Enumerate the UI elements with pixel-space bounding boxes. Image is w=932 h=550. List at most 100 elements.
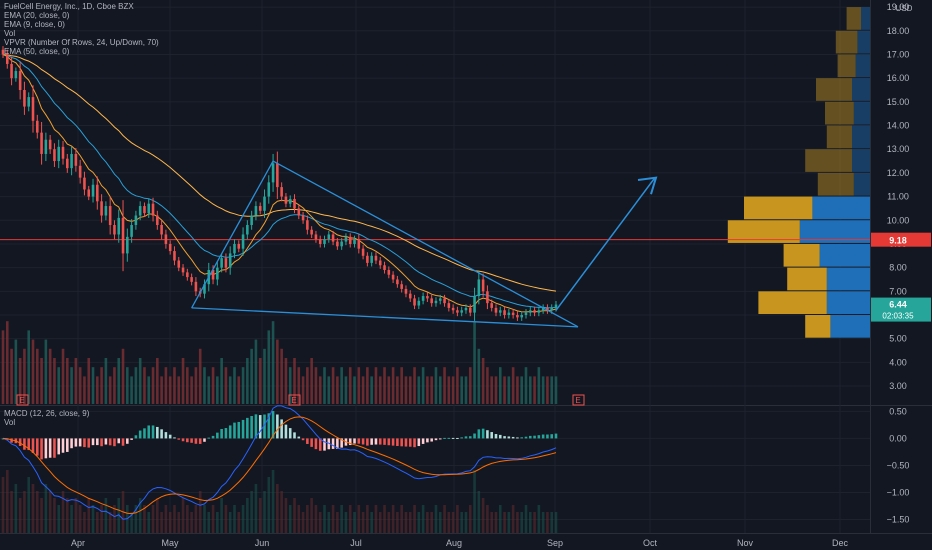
candle-body bbox=[48, 139, 52, 150]
macd-histogram-bar bbox=[78, 438, 82, 447]
macd-histogram-bar bbox=[216, 432, 219, 439]
candle-body bbox=[23, 90, 26, 107]
trendlines[interactable] bbox=[191, 160, 658, 328]
macd-volume-bar bbox=[318, 512, 322, 533]
candle-body bbox=[520, 315, 523, 318]
vpvr-down-row bbox=[835, 30, 858, 54]
candle-body bbox=[421, 296, 425, 301]
volume-bar bbox=[246, 358, 249, 404]
candle-body bbox=[241, 234, 245, 249]
macd-histogram-bar bbox=[528, 435, 532, 439]
volume-bar bbox=[331, 367, 335, 404]
volume-bar bbox=[306, 367, 309, 404]
candle-body bbox=[271, 163, 275, 183]
candle-body bbox=[138, 206, 142, 216]
volume-bar bbox=[310, 358, 313, 404]
vpvr-up-row bbox=[857, 30, 870, 54]
macd-histogram-bar bbox=[258, 415, 262, 439]
volume-bar bbox=[164, 367, 168, 404]
volume-bar bbox=[254, 339, 258, 404]
legend-ema9[interactable]: EMA (9, close, 0) bbox=[4, 20, 65, 29]
macd-histogram-bar bbox=[143, 428, 146, 439]
macd-histogram-bar bbox=[421, 438, 425, 444]
legend-ema50[interactable]: EMA (50, close, 0) bbox=[4, 47, 70, 56]
macd-volume-bar bbox=[554, 512, 558, 533]
macd-volume-bar bbox=[426, 512, 429, 533]
candle-body bbox=[27, 97, 31, 107]
macd-histogram-bar bbox=[190, 438, 193, 443]
macd-histogram-bar bbox=[280, 419, 283, 439]
volume-bar bbox=[87, 358, 91, 404]
time-axis-border bbox=[0, 533, 932, 534]
macd-volume-bar bbox=[494, 512, 498, 533]
candle-body bbox=[533, 310, 536, 313]
macd-volume-bar bbox=[481, 498, 485, 533]
candle-body bbox=[387, 270, 391, 275]
candle-body bbox=[370, 255, 373, 263]
macd-histogram-bar bbox=[460, 437, 463, 439]
macd-histogram-bar bbox=[297, 436, 301, 439]
legend-macd-vol[interactable]: Vol bbox=[4, 418, 16, 427]
macd-histogram-bar bbox=[323, 438, 326, 451]
legend-ema20[interactable]: EMA (20, close, 0) bbox=[4, 11, 70, 20]
candle-body bbox=[250, 215, 253, 225]
volume-bar bbox=[27, 330, 31, 404]
volume-bar bbox=[486, 367, 489, 404]
macd-histogram-bar bbox=[516, 437, 519, 439]
volume-bar bbox=[383, 367, 386, 404]
macd-volume-bar bbox=[477, 491, 481, 533]
macd-histogram-bar bbox=[241, 419, 245, 439]
volume-bar bbox=[181, 358, 185, 404]
candle-body bbox=[400, 284, 403, 289]
vpvr-down-row bbox=[817, 172, 854, 196]
macd-volume-bar bbox=[198, 491, 202, 533]
candle-body bbox=[186, 272, 189, 278]
candle-body bbox=[147, 203, 151, 214]
earnings-marker-box bbox=[288, 394, 301, 406]
volume-bar bbox=[460, 376, 463, 404]
volume-bar bbox=[443, 367, 446, 404]
volume-bar bbox=[156, 358, 159, 404]
volume-bar bbox=[1, 330, 5, 404]
volume-bar bbox=[6, 321, 9, 404]
volume-bar bbox=[138, 358, 142, 404]
volume-bar bbox=[473, 321, 476, 404]
volume-bar bbox=[147, 376, 151, 404]
macd-histogram-bar bbox=[48, 438, 52, 458]
macd-histogram-bar bbox=[447, 437, 451, 439]
macd-volume-bar bbox=[468, 505, 472, 533]
legend-macd[interactable]: MACD (12, 26, close, 9) bbox=[4, 409, 90, 418]
price-tick-label: 11.00 bbox=[887, 192, 909, 202]
macd-volume-bar bbox=[486, 505, 489, 533]
macd-volume-bar bbox=[130, 512, 133, 533]
macd-histogram-bar bbox=[100, 438, 103, 447]
volume-bar bbox=[297, 367, 301, 404]
time-tick-label: Oct bbox=[643, 538, 658, 548]
candle-body bbox=[306, 220, 309, 230]
macd-histogram-bar bbox=[318, 438, 322, 451]
legend-vol[interactable]: Vol bbox=[4, 29, 16, 38]
macd-histogram-bar bbox=[417, 438, 421, 447]
vpvr-up-row bbox=[826, 291, 870, 314]
macd-tick-label: −1.50 bbox=[887, 514, 910, 524]
candle-body bbox=[396, 279, 399, 285]
legend-title[interactable]: FuelCell Energy, Inc., 1D, Cboe BZX bbox=[4, 2, 134, 11]
macd-volume-bar bbox=[366, 505, 369, 533]
macd-volume-bar bbox=[267, 477, 271, 533]
volume-bar bbox=[40, 358, 43, 404]
macd-histogram-bar bbox=[220, 428, 223, 439]
legend-vpvr[interactable]: VPVR (Number Of Rows, 24, Up/Down, 70) bbox=[4, 38, 159, 47]
macd-histogram-bar bbox=[267, 413, 271, 439]
vpvr-down-row bbox=[805, 149, 852, 172]
time-axis[interactable]: Apr May Jun Jul Aug Sep Oct Nov Dec bbox=[71, 538, 849, 548]
volume-bar bbox=[408, 376, 412, 404]
macd-histogram-bar bbox=[10, 438, 13, 443]
macd-volume-bar bbox=[10, 491, 13, 533]
candle-body bbox=[301, 215, 305, 221]
price-axis[interactable]: 19.00 18.00 17.00 16.00 15.00 14.00 13.00 12.00… bbox=[871, 2, 931, 524]
macd-volume-bar bbox=[23, 491, 26, 533]
volume-bar bbox=[387, 376, 391, 404]
macd-histogram-bar bbox=[104, 438, 108, 445]
macd-volume-bar bbox=[14, 484, 18, 533]
